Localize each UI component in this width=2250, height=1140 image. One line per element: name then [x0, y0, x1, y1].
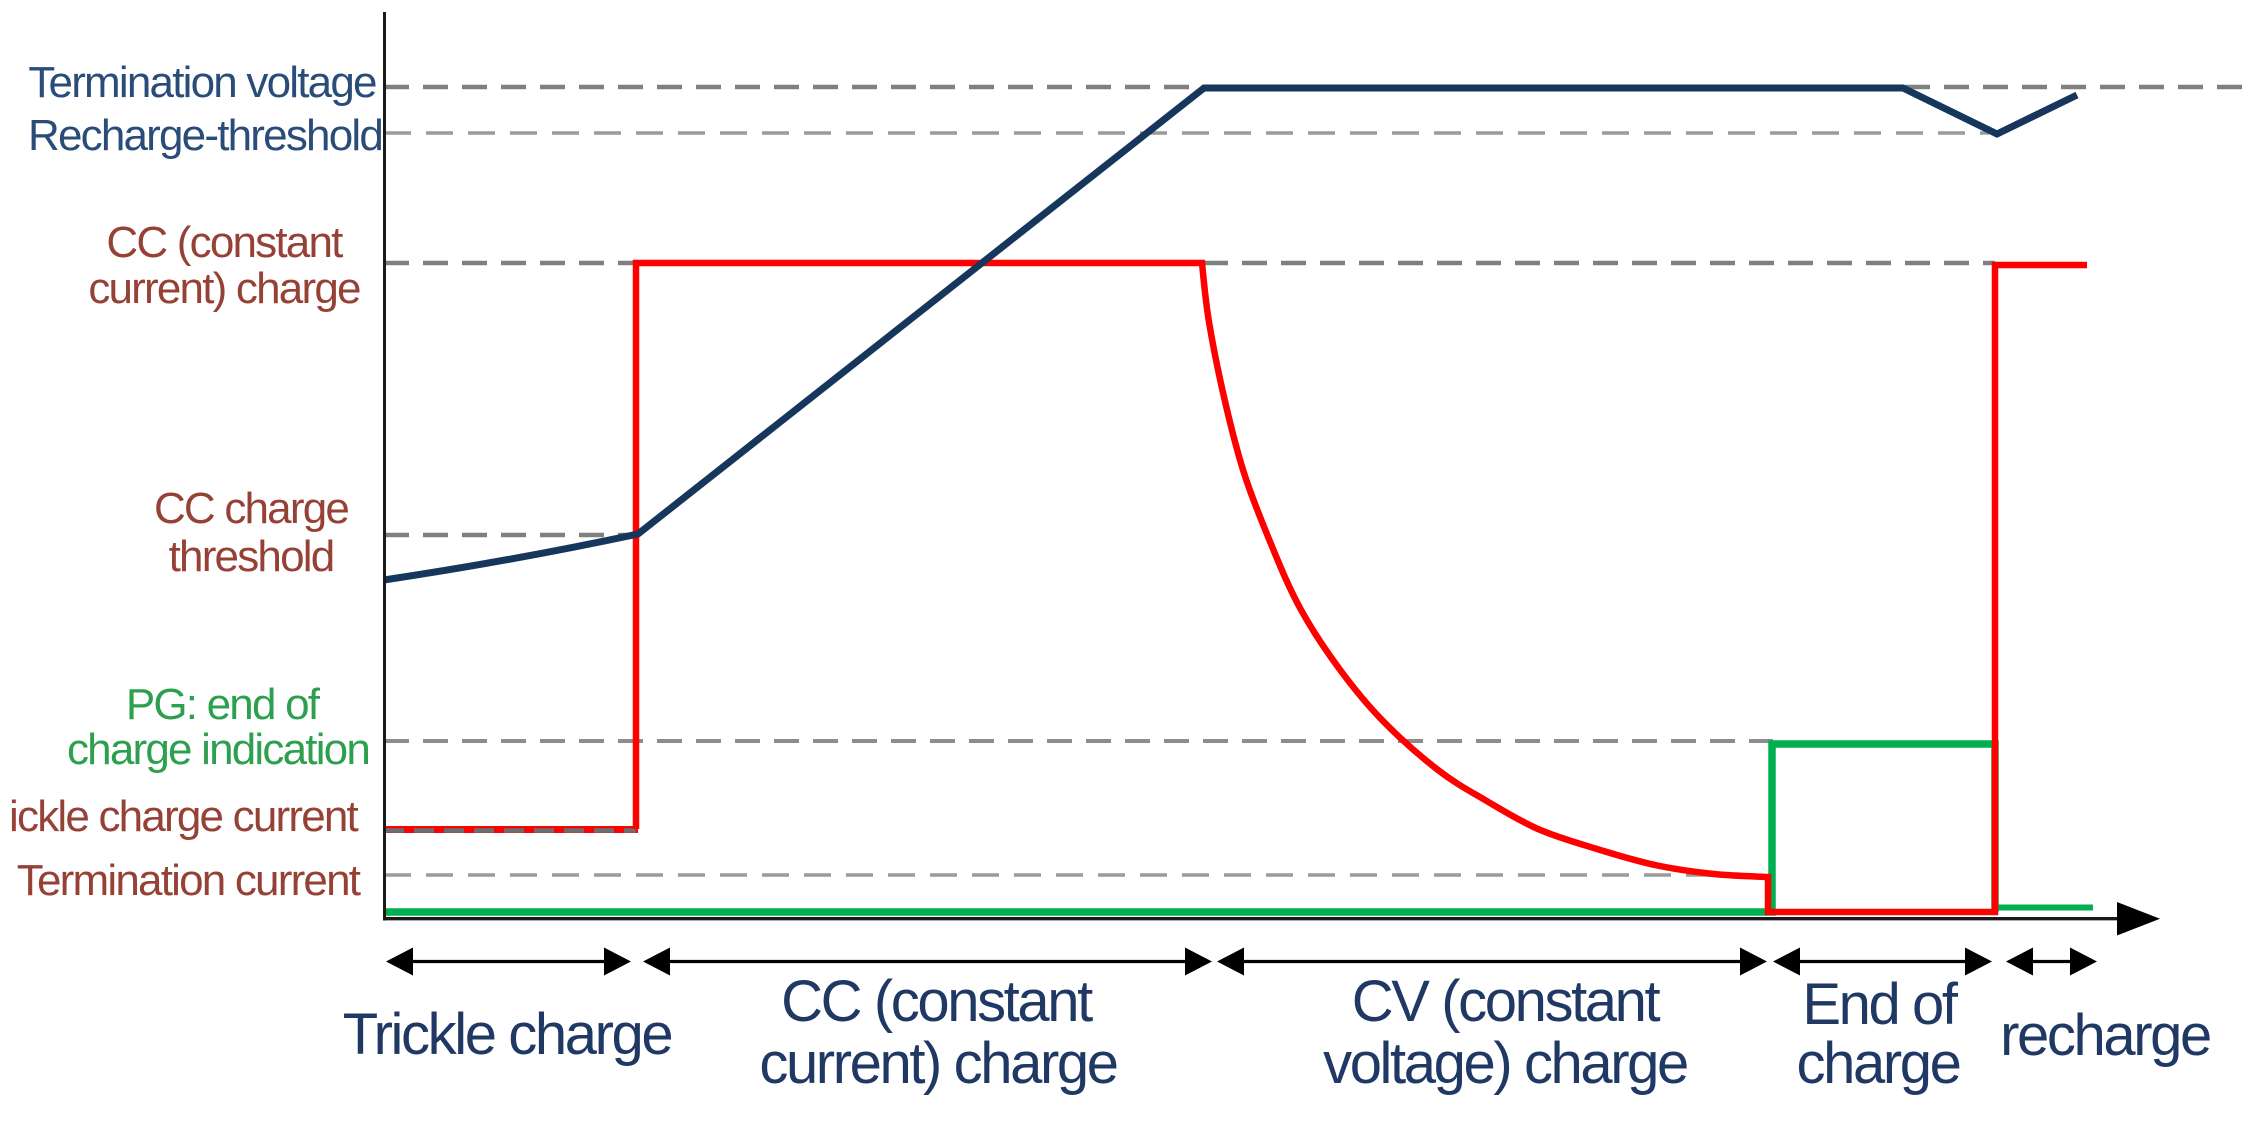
svg-text:voltage) charge: voltage) charge	[1323, 1031, 1687, 1096]
svg-text:threshold: threshold	[169, 532, 334, 581]
svg-text:PG: end of: PG: end of	[126, 680, 321, 729]
svg-text:charge: charge	[1797, 1031, 1960, 1096]
svg-text:End of: End of	[1802, 972, 1959, 1037]
svg-text:current) charge: current) charge	[759, 1031, 1116, 1096]
svg-text:CC (constant: CC (constant	[106, 218, 343, 267]
svg-text:Termination voltage: Termination voltage	[28, 58, 376, 107]
svg-text:charge indication: charge indication	[67, 725, 369, 774]
svg-text:recharge: recharge	[2000, 1003, 2210, 1068]
svg-text:CV (constant: CV (constant	[1352, 969, 1661, 1034]
svg-text:Recharge-threshold: Recharge-threshold	[28, 111, 382, 160]
svg-text:current) charge: current) charge	[88, 264, 360, 313]
svg-text:CC charge: CC charge	[154, 484, 348, 533]
svg-text:ickle charge current: ickle charge current	[9, 792, 359, 841]
svg-text:Termination current: Termination current	[17, 856, 361, 905]
svg-text:Trickle charge: Trickle charge	[343, 1002, 672, 1067]
svg-text:CC (constant: CC (constant	[781, 969, 1093, 1034]
